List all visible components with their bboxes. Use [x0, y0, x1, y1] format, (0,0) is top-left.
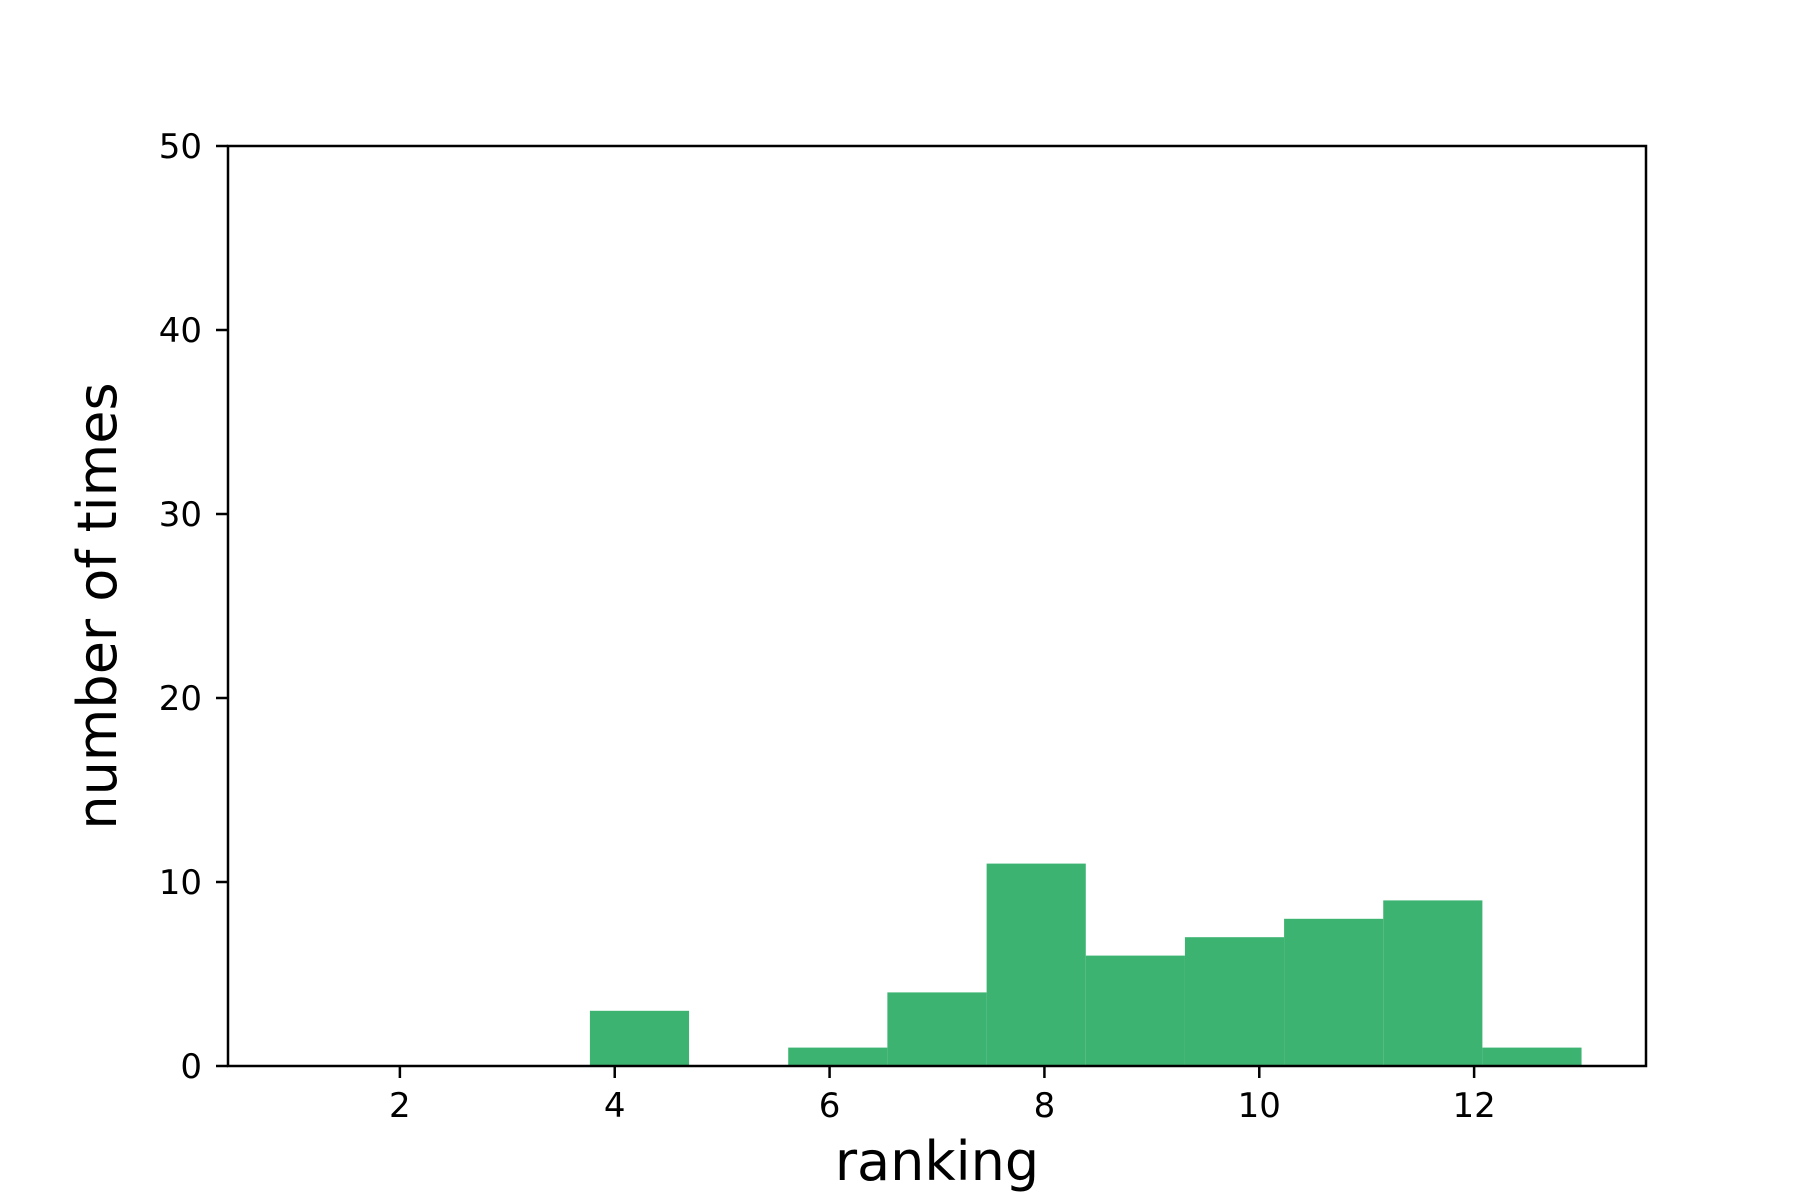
- histogram-bar: [887, 992, 987, 1066]
- histogram-bar: [1184, 937, 1285, 1066]
- x-tick-label: 6: [819, 1086, 841, 1126]
- x-tick-label: 12: [1452, 1086, 1495, 1126]
- x-tick-label: 2: [389, 1086, 411, 1126]
- histogram-bar: [589, 1010, 690, 1066]
- x-axis-ticks: 2 4 6 8 10 12: [389, 1066, 1496, 1126]
- y-tick-label: 30: [159, 495, 202, 535]
- x-tick-label: 8: [1034, 1086, 1056, 1126]
- y-axis-ticks: 0 10 20 30 40 50: [159, 127, 228, 1087]
- x-axis-label: ranking: [835, 1130, 1039, 1193]
- x-tick-label: 4: [604, 1086, 626, 1126]
- y-tick-label: 10: [159, 863, 202, 903]
- histogram-bar: [1383, 900, 1483, 1066]
- x-tick-label: 10: [1238, 1086, 1281, 1126]
- histogram-bar: [986, 863, 1086, 1066]
- y-tick-label: 40: [159, 311, 202, 351]
- histogram-bar: [1085, 955, 1185, 1066]
- y-axis-label: number of times: [66, 382, 129, 829]
- y-tick-label: 50: [159, 127, 202, 167]
- bars-group: [589, 863, 1582, 1066]
- plot-frame: [226, 144, 1648, 1068]
- histogram-bar: [1284, 918, 1384, 1066]
- histogram-bar: [788, 1047, 888, 1066]
- y-tick-label: 20: [159, 679, 202, 719]
- y-tick-label: 0: [180, 1047, 202, 1087]
- histogram-bar: [1482, 1047, 1582, 1066]
